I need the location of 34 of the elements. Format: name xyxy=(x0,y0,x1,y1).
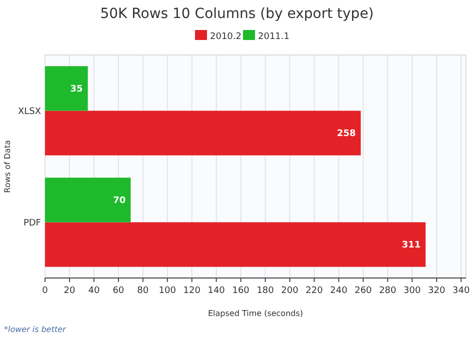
x-tick-label: 120 xyxy=(183,286,201,296)
x-tick-label: 80 xyxy=(137,286,149,296)
x-tick-label: 280 xyxy=(379,286,397,296)
x-tick-label: 260 xyxy=(354,286,372,296)
text: *lower is better xyxy=(4,325,67,334)
x-tick-label: 220 xyxy=(306,286,324,296)
bar xyxy=(45,222,426,267)
bar xyxy=(45,66,88,111)
data-label: 258 xyxy=(336,129,356,140)
x-tick-label: 200 xyxy=(281,286,299,296)
bar xyxy=(45,178,131,222)
legend-label: 2011.1 xyxy=(258,32,290,42)
x-tick-label: 100 xyxy=(158,286,176,296)
data-label: 70 xyxy=(113,196,126,206)
x-tick-label: 320 xyxy=(428,286,446,296)
x-tick-label: 240 xyxy=(330,286,348,296)
data-label: 35 xyxy=(70,84,83,95)
x-axis-title: Elapsed Time (seconds) xyxy=(208,309,304,318)
y-tick-label: PDF xyxy=(23,218,41,228)
x-tick-label: 160 xyxy=(232,286,250,296)
bar xyxy=(45,110,361,156)
x-tick-label: 20 xyxy=(64,286,76,296)
chart-title: 50K Rows 10 Columns (by export type) xyxy=(100,6,374,22)
x-tick-label: 0 xyxy=(42,286,48,296)
legend-label: 2010.2 xyxy=(210,32,242,42)
x-tick-label: 300 xyxy=(404,286,422,296)
data-label: 311 xyxy=(402,240,421,251)
y-axis-title: Rows of Data xyxy=(3,140,12,193)
y-tick-label: XLSX xyxy=(18,106,41,117)
x-tick-label: 180 xyxy=(256,286,274,296)
x-tick-label: 140 xyxy=(208,286,226,296)
x-tick-label: 40 xyxy=(88,286,100,296)
x-tick-label: 60 xyxy=(112,286,124,296)
x-tick-label: 340 xyxy=(452,286,470,296)
